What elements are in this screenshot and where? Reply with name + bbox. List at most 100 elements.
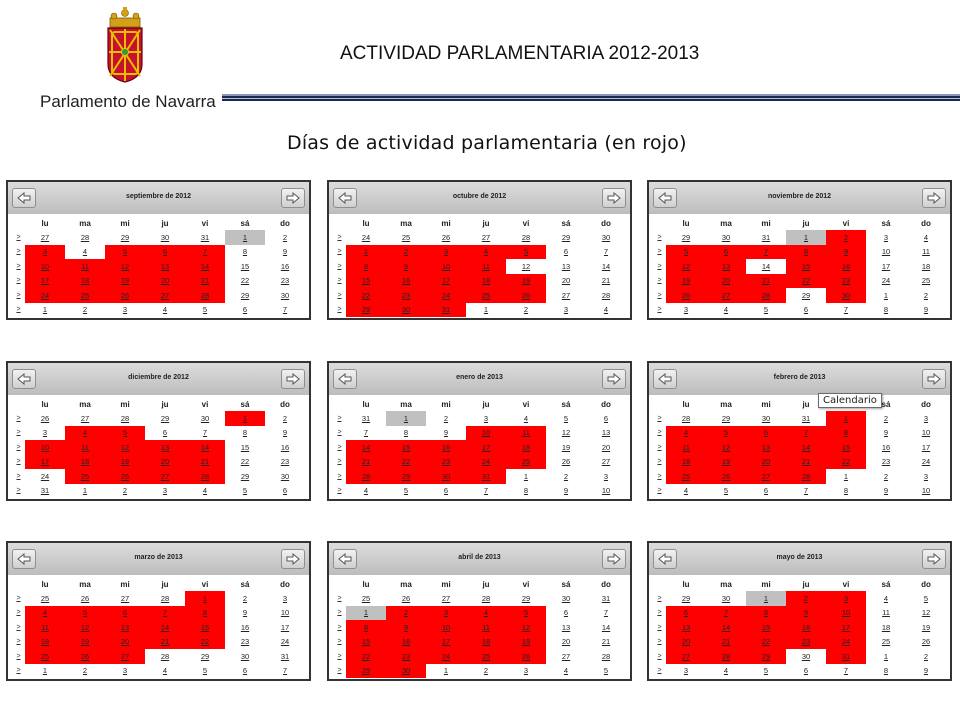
active-day-cell[interactable]: 27	[105, 649, 145, 664]
day-cell[interactable]: 4	[923, 232, 929, 242]
day-cell[interactable]: 7	[202, 428, 208, 438]
active-day-cell[interactable]: 4	[466, 244, 506, 259]
active-day-cell[interactable]: 17	[426, 273, 466, 288]
active-day-cell[interactable]: 21	[706, 634, 746, 649]
active-day-cell[interactable]: 8	[746, 605, 786, 620]
day-cell[interactable]: 23	[280, 457, 290, 467]
active-day-cell[interactable]: 18	[65, 454, 105, 469]
day-cell[interactable]: 5	[202, 666, 208, 676]
select-week-link[interactable]: >	[16, 487, 21, 495]
active-day-cell[interactable]: 8	[826, 425, 866, 440]
active-day-cell[interactable]: 21	[346, 454, 386, 469]
day-cell[interactable]: 31	[761, 232, 771, 242]
active-day-cell[interactable]: 14	[185, 259, 225, 274]
select-week-link[interactable]: >	[337, 638, 342, 646]
day-cell[interactable]: 31	[280, 651, 290, 661]
active-day-cell[interactable]: 24	[426, 649, 466, 664]
day-cell[interactable]: 27	[40, 232, 50, 242]
active-day-cell[interactable]: 18	[25, 634, 65, 649]
select-week-link[interactable]: >	[657, 458, 662, 466]
active-day-cell[interactable]: 20	[145, 273, 185, 288]
active-day-cell[interactable]: 19	[666, 273, 706, 288]
active-day-cell[interactable]: 27	[746, 469, 786, 484]
day-cell[interactable]: 3	[523, 666, 529, 676]
day-cell[interactable]: 6	[563, 608, 569, 618]
active-day-cell[interactable]: 22	[826, 454, 866, 469]
day-cell[interactable]: 7	[843, 305, 849, 315]
select-week-link[interactable]: >	[657, 609, 662, 617]
day-cell[interactable]: 2	[282, 413, 288, 423]
active-day-cell[interactable]: 8	[786, 244, 826, 259]
select-week-link[interactable]: >	[337, 472, 342, 480]
day-cell[interactable]: 30	[160, 232, 170, 242]
select-week-link[interactable]: >	[337, 623, 342, 631]
active-day-cell[interactable]: 29	[746, 649, 786, 664]
select-week-link[interactable]: >	[657, 667, 662, 675]
active-day-cell[interactable]: 17	[25, 273, 65, 288]
day-cell[interactable]: 29	[160, 413, 170, 423]
day-cell[interactable]: 5	[923, 593, 929, 603]
day-cell[interactable]: 30	[721, 593, 731, 603]
active-day-cell[interactable]: 5	[105, 425, 145, 440]
day-cell[interactable]: 11	[922, 247, 930, 257]
day-cell[interactable]: 7	[603, 608, 609, 618]
day-cell[interactable]: 17	[921, 442, 931, 452]
select-week-link[interactable]: >	[337, 277, 342, 285]
day-cell[interactable]: 25	[401, 232, 411, 242]
active-day-cell[interactable]: 7	[185, 244, 225, 259]
day-cell[interactable]: 7	[363, 428, 369, 438]
active-day-cell[interactable]: 9	[786, 605, 826, 620]
active-day-cell[interactable]: 1	[826, 411, 866, 426]
select-week-link[interactable]: >	[16, 667, 21, 675]
select-week-link[interactable]: >	[657, 652, 662, 660]
day-cell[interactable]: 31	[200, 232, 210, 242]
select-week-link[interactable]: >	[16, 233, 21, 241]
active-day-cell[interactable]: 12	[706, 440, 746, 455]
active-day-cell[interactable]: 20	[746, 454, 786, 469]
day-cell[interactable]: 3	[923, 413, 929, 423]
day-cell[interactable]: 16	[280, 261, 290, 271]
select-week-link[interactable]: >	[337, 443, 342, 451]
active-day-cell[interactable]: 15	[746, 620, 786, 635]
day-cell[interactable]: 29	[721, 413, 731, 423]
active-day-cell[interactable]: 4	[666, 425, 706, 440]
day-cell[interactable]: 22	[240, 457, 250, 467]
active-day-cell[interactable]: 14	[786, 440, 826, 455]
active-day-cell[interactable]: 27	[145, 288, 185, 303]
active-day-cell[interactable]: 3	[826, 591, 866, 606]
select-week-link[interactable]: >	[16, 638, 21, 646]
active-day-cell[interactable]: 26	[65, 649, 105, 664]
next-month-button[interactable]	[922, 188, 946, 208]
select-week-link[interactable]: >	[337, 306, 342, 314]
next-month-button[interactable]	[922, 549, 946, 569]
select-week-link[interactable]: >	[657, 472, 662, 480]
active-day-cell[interactable]: 12	[666, 259, 706, 274]
active-day-cell[interactable]: 2	[386, 244, 426, 259]
day-cell[interactable]: 23	[280, 276, 290, 286]
select-week-link[interactable]: >	[16, 414, 21, 422]
active-day-cell[interactable]: 20	[145, 454, 185, 469]
select-week-link[interactable]: >	[657, 487, 662, 495]
active-day-cell[interactable]: 9	[826, 244, 866, 259]
day-cell[interactable]: 30	[721, 232, 731, 242]
select-week-link[interactable]: >	[337, 233, 342, 241]
day-cell[interactable]: 3	[883, 232, 889, 242]
day-cell[interactable]: 2	[242, 593, 248, 603]
day-cell[interactable]: 2	[563, 471, 569, 481]
active-day-cell[interactable]: 7	[786, 425, 826, 440]
prev-month-button[interactable]	[12, 188, 36, 208]
day-cell[interactable]: 16	[240, 622, 250, 632]
day-cell[interactable]: 2	[122, 486, 128, 496]
day-cell[interactable]: 30	[601, 232, 611, 242]
active-day-cell[interactable]: 5	[666, 244, 706, 259]
day-cell[interactable]: 1	[883, 290, 889, 300]
today-day-cell[interactable]: 1	[786, 230, 826, 245]
active-day-cell[interactable]: 6	[706, 244, 746, 259]
active-day-cell[interactable]: 31	[466, 469, 506, 484]
active-day-cell[interactable]: 28	[786, 469, 826, 484]
day-cell[interactable]: 9	[443, 428, 449, 438]
day-cell[interactable]: 25	[40, 593, 50, 603]
active-day-cell[interactable]: 11	[65, 259, 105, 274]
day-cell[interactable]: 4	[162, 305, 168, 315]
day-cell[interactable]: 17	[280, 622, 290, 632]
